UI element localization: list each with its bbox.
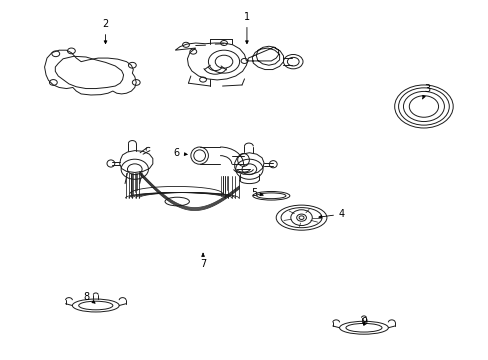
Text: 1: 1 <box>244 12 249 44</box>
Text: 2: 2 <box>102 19 108 44</box>
Text: 7: 7 <box>200 253 206 269</box>
Text: 6: 6 <box>173 148 187 158</box>
Text: 4: 4 <box>318 209 345 219</box>
Text: 8: 8 <box>83 292 95 303</box>
Text: 9: 9 <box>360 317 366 327</box>
Text: 3: 3 <box>422 84 429 99</box>
Text: 5: 5 <box>251 188 263 198</box>
